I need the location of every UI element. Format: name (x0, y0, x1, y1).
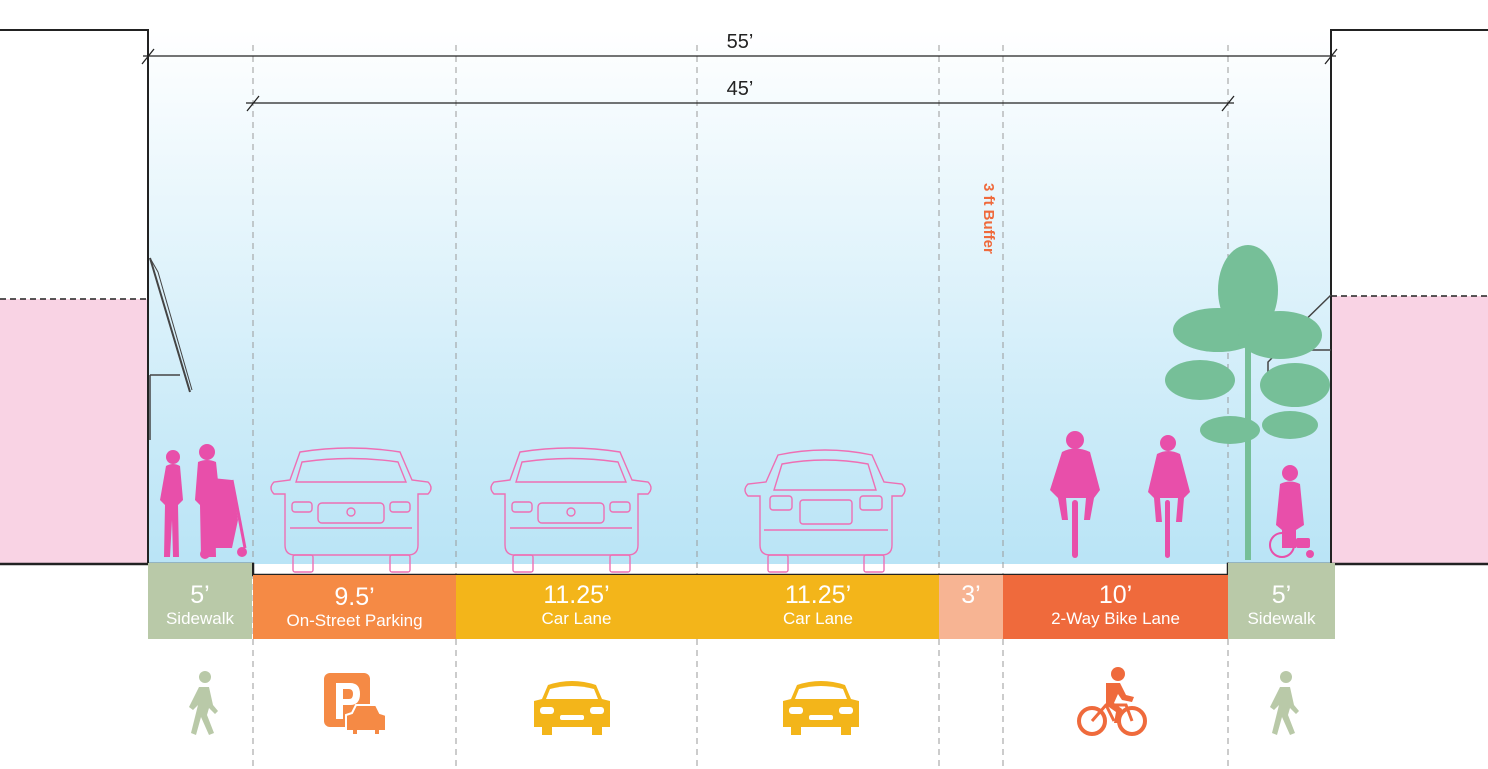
segment-parking: 9.5’ On-Street Parking (253, 575, 456, 639)
dimension-total (141, 48, 1338, 65)
bicycle-icon (1077, 667, 1147, 736)
segment-width: 11.25’ (784, 581, 852, 609)
segment-width: 5’ (190, 581, 210, 609)
left-building (0, 29, 193, 564)
segment-name: Car Lane (783, 609, 853, 628)
segment-name: Sidewalk (1247, 609, 1316, 628)
segment-width: 5’ (1271, 581, 1292, 609)
wheelchair-user (1269, 465, 1314, 558)
segment-car-lane-2: 11.25’ Car Lane (697, 575, 939, 639)
segment-width: 3’ (961, 581, 981, 609)
buffer-note: 3 ft Buffer (980, 183, 997, 254)
right-building (1267, 29, 1488, 564)
pedestrian-icon (1270, 671, 1299, 735)
pedestrians-left (160, 444, 247, 559)
segment-width: 9.5’ (334, 583, 375, 611)
segment-buffer: 3’ (939, 575, 1003, 639)
parking-icon (324, 673, 387, 736)
segment-name: Car Lane (541, 609, 612, 628)
segment-name: On-Street Parking (286, 611, 423, 630)
segment-width: 11.25’ (543, 581, 610, 609)
car-icon (534, 681, 610, 735)
dimension-total-label: 55’ (727, 31, 754, 53)
car-lane-1-vehicle (490, 447, 652, 573)
dimension-curb-label: 45’ (727, 78, 754, 100)
segment-name: 2-Way Bike Lane (1051, 609, 1180, 628)
pedestrian-icon (189, 671, 218, 735)
car-icon (783, 681, 859, 735)
street-sky (148, 30, 1331, 564)
segment-car-lane-1: 11.25’ Car Lane (456, 575, 697, 639)
segment-sidewalk-right: 5’ Sidewalk (1228, 563, 1335, 639)
segment-width: 10’ (1098, 581, 1133, 609)
street-tree (1165, 245, 1330, 560)
dimension-curb (246, 95, 1235, 112)
segment-name: Sidewalk (165, 609, 235, 628)
car-lane-2-vehicle (744, 449, 906, 573)
parked-car (270, 447, 432, 573)
cyclists (1050, 431, 1190, 558)
segment-bike-lane: 10’ 2-Way Bike Lane (1003, 575, 1228, 639)
segment-sidewalk-left: 5’ Sidewalk (148, 563, 252, 639)
